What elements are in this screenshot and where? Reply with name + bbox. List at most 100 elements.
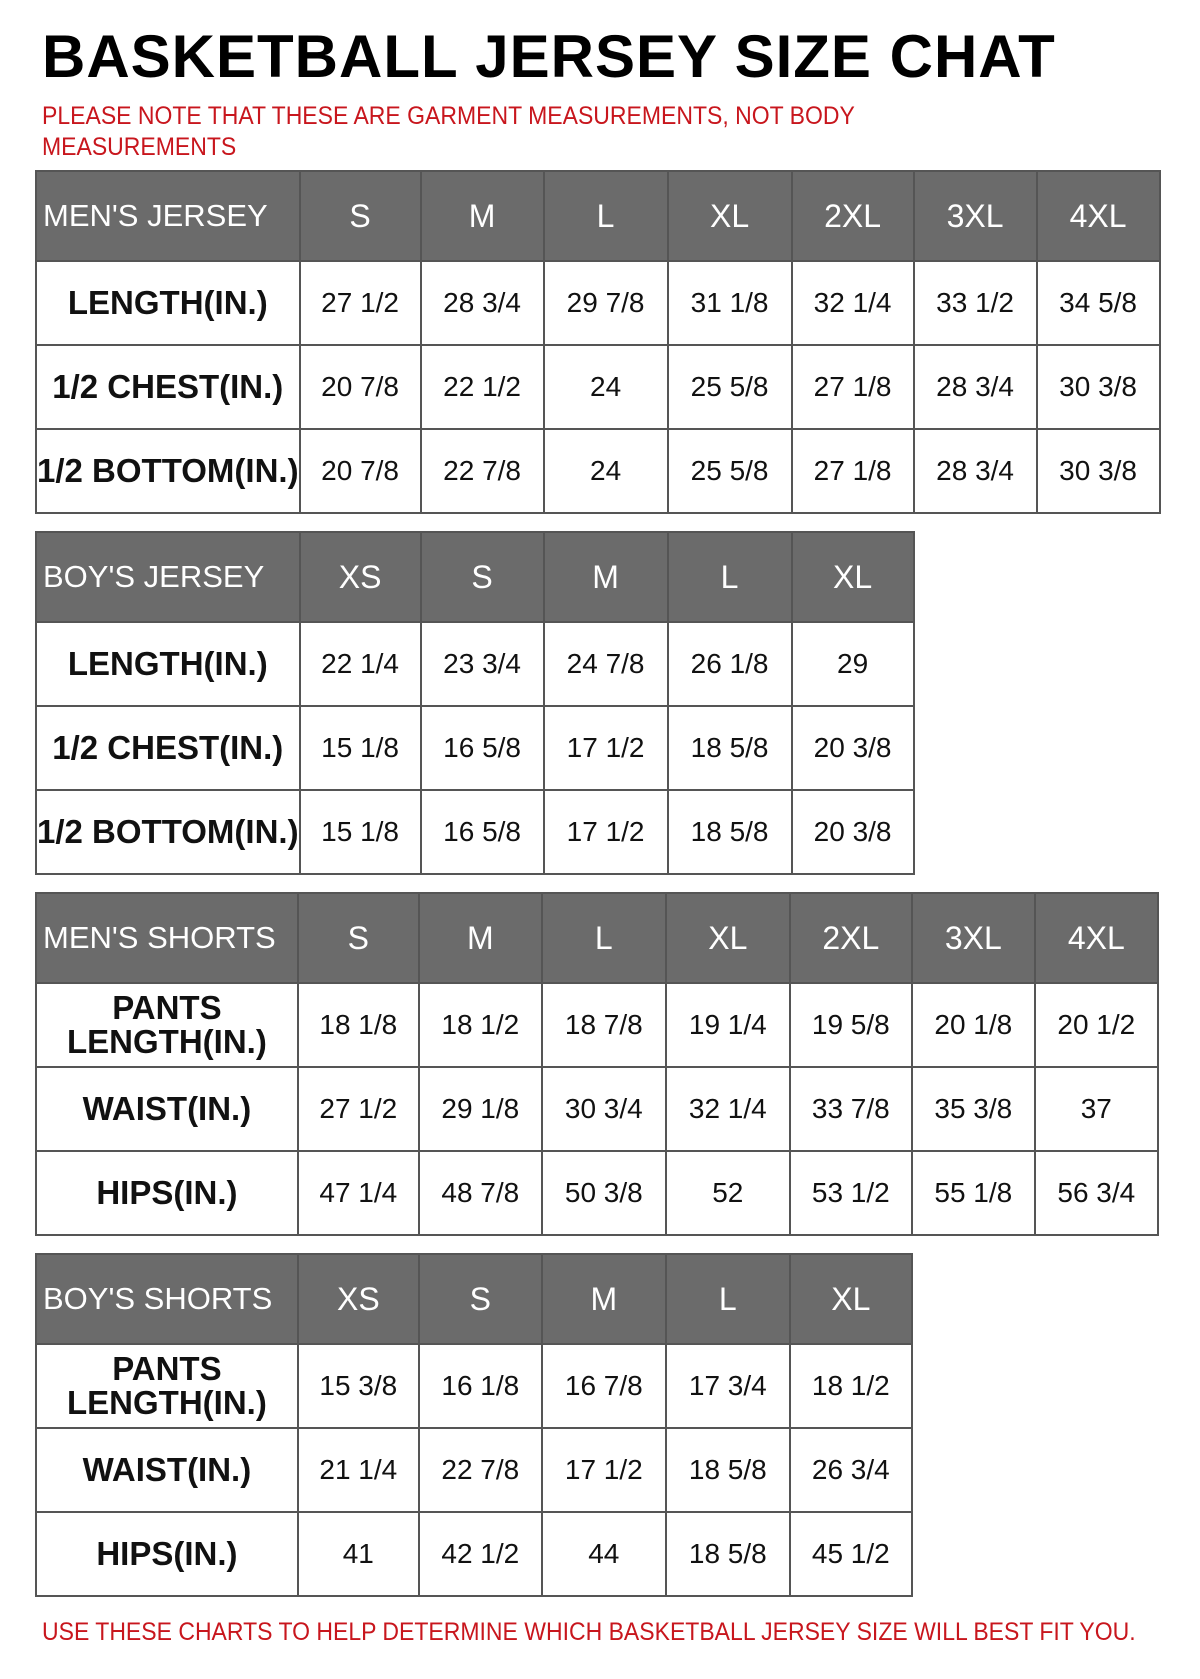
measurement-cell: 28 3/4 <box>912 428 1038 514</box>
measurement-cell: 24 <box>542 344 669 430</box>
measurement-cell: 18 5/8 <box>664 1511 791 1597</box>
measurement-cell: 20 3/8 <box>790 705 915 791</box>
measurement-cell: 20 1/8 <box>910 982 1036 1068</box>
measurement-cell: 37 <box>1033 1066 1159 1152</box>
row-label: 1/2 BOTTOM(IN.) <box>35 789 301 875</box>
measurement-cell: 30 3/8 <box>1035 344 1161 430</box>
measurement-cell: 20 1/2 <box>1033 982 1159 1068</box>
measurement-cell: 50 3/8 <box>540 1150 667 1236</box>
row-label: HIPS(IN.) <box>35 1511 299 1597</box>
size-header: 4XL <box>1035 170 1161 262</box>
page-title: BASKETBALL JERSEY SIZE CHAT <box>42 23 1056 90</box>
measurement-cell: 24 7/8 <box>542 621 669 707</box>
table-row: 1/2 BOTTOM(IN.) 20 7/8 22 7/8 24 25 5/8 27 1/… <box>35 428 1161 514</box>
table-row: PANTS LENGTH(IN.) 18 1/8 18 1/2 18 7/8 19 1/… <box>35 982 1159 1068</box>
row-label: PANTS LENGTH(IN.) <box>35 982 299 1068</box>
measurement-cell: 30 3/8 <box>1035 428 1161 514</box>
size-header: XS <box>298 531 422 623</box>
measurement-cell: 29 7/8 <box>542 260 669 346</box>
row-label: PANTS LENGTH(IN.) <box>35 1343 299 1429</box>
table-row: LENGTH(IN.) 27 1/2 28 3/4 29 7/8 31 1/8 32 1/… <box>35 260 1161 346</box>
measurement-cell: 34 5/8 <box>1035 260 1161 346</box>
measurement-cell: 45 1/2 <box>788 1511 913 1597</box>
table-row: PANTS LENGTH(IN.) 15 3/8 16 1/8 16 7/8 17 3/… <box>35 1343 913 1429</box>
measurement-cell: 21 1/4 <box>296 1427 420 1513</box>
size-header: XL <box>790 531 915 623</box>
size-header: XL <box>666 170 793 262</box>
measurement-cell: 19 5/8 <box>788 982 913 1068</box>
measurement-cell: 28 3/4 <box>912 344 1038 430</box>
row-label: LENGTH(IN.) <box>35 260 301 346</box>
table-row: LENGTH(IN.) 22 1/4 23 3/4 24 7/8 26 1/8 29 <box>35 621 915 707</box>
table-row: HIPS(IN.) 41 42 1/2 44 18 5/8 45 1/2 <box>35 1511 913 1597</box>
header-row: MEN'S JERSEY S M L XL 2XL 3XL 4XL <box>35 170 1161 262</box>
size-header: XL <box>788 1253 913 1345</box>
measurement-cell: 26 1/8 <box>666 621 793 707</box>
size-header: 2XL <box>790 170 915 262</box>
header-row: BOY'S JERSEY XS S M L XL <box>35 531 915 623</box>
measurement-cell: 15 1/8 <box>298 705 422 791</box>
measurement-cell: 44 <box>540 1511 667 1597</box>
size-header: XL <box>664 892 791 984</box>
measurement-cell: 48 7/8 <box>417 1150 543 1236</box>
row-label: WAIST(IN.) <box>35 1427 299 1513</box>
table-row: HIPS(IN.) 47 1/4 48 7/8 50 3/8 52 53 1/2 55 1/… <box>35 1150 1159 1236</box>
measurement-cell: 52 <box>664 1150 791 1236</box>
measurement-cell: 20 7/8 <box>298 344 422 430</box>
table-row: 1/2 BOTTOM(IN.) 15 1/8 16 5/8 17 1/2 18 5/8 2… <box>35 789 915 875</box>
row-label: WAIST(IN.) <box>35 1066 299 1152</box>
size-table-men-s-shorts: MEN'S SHORTS S M L XL 2XL 3XL 4XL PANTS LENGTH(I… <box>35 892 1159 1236</box>
measurement-cell: 33 1/2 <box>912 260 1038 346</box>
measurement-cell: 15 1/8 <box>298 789 422 875</box>
measurement-cell: 17 3/4 <box>664 1343 791 1429</box>
measurement-cell: 17 1/2 <box>542 705 669 791</box>
size-header: S <box>419 531 545 623</box>
measurement-cell: 26 3/4 <box>788 1427 913 1513</box>
measurement-cell: 29 1/8 <box>417 1066 543 1152</box>
measurement-cell: 20 3/8 <box>790 789 915 875</box>
measurement-cell: 25 5/8 <box>666 344 793 430</box>
measurement-cell: 25 5/8 <box>666 428 793 514</box>
measurement-cell: 27 1/2 <box>296 1066 420 1152</box>
measurement-cell: 16 7/8 <box>540 1343 667 1429</box>
size-header: S <box>298 170 422 262</box>
measurement-cell: 18 7/8 <box>540 982 667 1068</box>
measurement-cell: 18 5/8 <box>666 789 793 875</box>
measurement-cell: 41 <box>296 1511 420 1597</box>
table-row: WAIST(IN.) 27 1/2 29 1/8 30 3/4 32 1/4 33 7/8… <box>35 1066 1159 1152</box>
row-label: 1/2 CHEST(IN.) <box>35 344 301 430</box>
measurement-cell: 24 <box>542 428 669 514</box>
table-row: 1/2 CHEST(IN.) 20 7/8 22 1/2 24 25 5/8 27 1/8… <box>35 344 1161 430</box>
size-header: XS <box>296 1253 420 1345</box>
size-header: M <box>542 531 669 623</box>
garment-note: PLEASE NOTE THAT THESE ARE GARMENT MEASU… <box>42 102 855 161</box>
table-name: MEN'S JERSEY <box>35 170 301 262</box>
size-header: L <box>540 892 667 984</box>
row-label: HIPS(IN.) <box>35 1150 299 1236</box>
measurement-cell: 42 1/2 <box>417 1511 543 1597</box>
measurement-cell: 33 7/8 <box>788 1066 913 1152</box>
size-header: 2XL <box>788 892 913 984</box>
measurement-cell: 18 1/8 <box>296 982 420 1068</box>
measurement-cell: 16 1/8 <box>417 1343 543 1429</box>
measurement-cell: 15 3/8 <box>296 1343 420 1429</box>
size-header: 4XL <box>1033 892 1159 984</box>
size-header: S <box>296 892 420 984</box>
size-header: L <box>664 1253 791 1345</box>
size-table-boy-s-jersey: BOY'S JERSEY XS S M L XL LENGTH(IN.) 22 1/4 23 3… <box>35 531 915 875</box>
measurement-cell: 47 1/4 <box>296 1150 420 1236</box>
measurement-cell: 23 3/4 <box>419 621 545 707</box>
measurement-cell: 16 5/8 <box>419 789 545 875</box>
measurement-cell: 17 1/2 <box>542 789 669 875</box>
row-label: 1/2 CHEST(IN.) <box>35 705 301 791</box>
measurement-cell: 27 1/8 <box>790 344 915 430</box>
size-table-boy-s-shorts: BOY'S SHORTS XS S M L XL PANTS LENGTH(IN.) 15 3… <box>35 1253 913 1597</box>
measurement-cell: 22 1/2 <box>419 344 545 430</box>
measurement-cell: 16 5/8 <box>419 705 545 791</box>
size-header: M <box>417 892 543 984</box>
measurement-cell: 20 7/8 <box>298 428 422 514</box>
size-header: L <box>666 531 793 623</box>
measurement-cell: 32 1/4 <box>790 260 915 346</box>
header-row: BOY'S SHORTS XS S M L XL <box>35 1253 913 1345</box>
measurement-cell: 32 1/4 <box>664 1066 791 1152</box>
